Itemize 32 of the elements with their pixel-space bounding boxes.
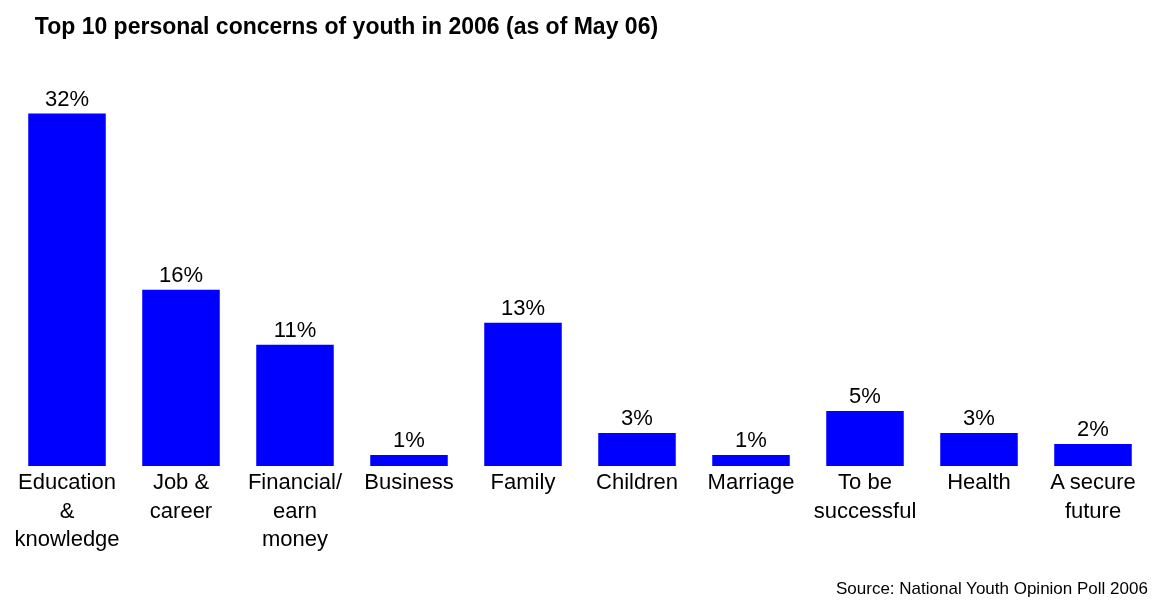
x-tick-label: Education & knowledge bbox=[14, 469, 120, 552]
bar bbox=[712, 454, 790, 466]
data-label: 3% bbox=[963, 404, 995, 430]
data-label: 5% bbox=[849, 382, 881, 408]
bar bbox=[28, 113, 106, 466]
data-label: 3% bbox=[621, 404, 653, 430]
data-label: 16% bbox=[158, 261, 204, 287]
source-note: Source: National Youth Opinion Poll 2006 bbox=[836, 579, 1148, 598]
data-label: 32% bbox=[44, 85, 90, 111]
x-tick-label: To be successful bbox=[813, 469, 917, 523]
bar bbox=[484, 322, 562, 466]
x-tick-label: Marriage bbox=[707, 469, 795, 494]
data-label: 13% bbox=[500, 294, 546, 320]
data-label: 1% bbox=[393, 426, 425, 452]
bar bbox=[256, 344, 334, 466]
data-label: 1% bbox=[735, 426, 767, 452]
x-tick-label: Health bbox=[947, 469, 1011, 494]
x-tick-label: Children bbox=[596, 469, 678, 494]
bar bbox=[1054, 443, 1132, 466]
bar bbox=[940, 432, 1018, 466]
bar bbox=[370, 454, 448, 466]
x-tick-label: Family bbox=[490, 469, 556, 494]
bar bbox=[142, 289, 220, 466]
bar bbox=[826, 410, 904, 466]
bar bbox=[598, 432, 676, 466]
x-tick-label: Financial/ earn money bbox=[247, 469, 343, 552]
x-tick-label: Business bbox=[364, 469, 454, 494]
x-tick-label: A secure future bbox=[1050, 469, 1136, 523]
data-label: 2% bbox=[1077, 415, 1109, 441]
data-label: 11% bbox=[273, 316, 317, 342]
chart-title: Top 10 personal concerns of youth in 2006 (as of May 06) bbox=[34, 13, 659, 40]
x-tick-label: Job & career bbox=[149, 469, 213, 523]
